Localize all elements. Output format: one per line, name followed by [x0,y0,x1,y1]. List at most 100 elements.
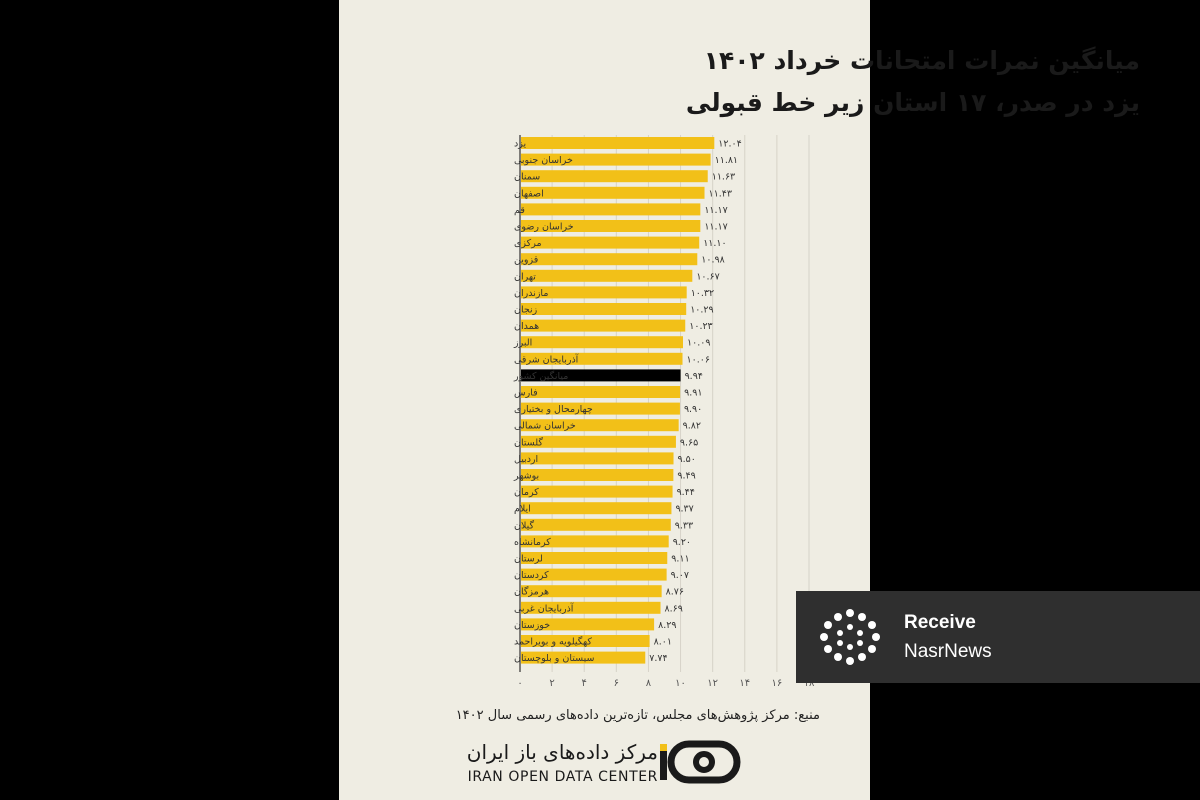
value-label: ۹.۵۰ [678,454,696,465]
bar [521,651,646,664]
category-label: فارس [514,388,538,399]
category-label: سیستان و بلوچستان [514,653,594,664]
bar [521,170,708,183]
value-label: ۹.۶۵ [680,437,698,448]
value-label: ۱۰.۲۹ [690,305,713,316]
value-label: ۱۱.۸۱ [715,155,738,166]
bar [521,502,672,515]
nasrnews-logo-icon [820,609,880,665]
category-label: مازندران [514,288,548,299]
value-label: ۱۰.۲۳ [689,321,712,332]
value-label: ۱۰.۰۹ [687,338,710,349]
category-label: قزوین [514,255,538,266]
category-label: کرمانشاه [514,537,551,548]
x-tick-label: ۱۲ [707,678,718,689]
nasrnews-badge: Receive NasrNews [796,591,1200,683]
x-tick-label: ۱۸ [804,678,815,689]
value-label: ۱۱.۶۳ [712,172,735,183]
value-label: ۸.۲۹ [658,620,676,631]
x-tick-label: ۱۴ [739,678,750,689]
value-label: ۹.۹۱ [684,388,702,399]
category-label: چهارمحال و بختیاری [514,404,593,415]
infographic-panel [339,0,870,800]
bar [521,485,673,498]
bar [521,419,679,432]
x-tick-label: ۱۰ [675,678,686,689]
category-label: کرمان [514,487,539,498]
x-tick-label: ۱۶ [772,678,783,689]
value-label: ۱۰.۹۸ [701,255,724,266]
value-label: ۱۱.۱۰ [703,238,726,249]
value-label: ۱۱.۱۷ [704,205,727,216]
bar [521,286,687,299]
value-label: ۹.۸۲ [683,421,701,432]
value-label: ۹.۹۴ [685,371,703,382]
bar [521,435,676,448]
value-label: ۱۰.۰۶ [687,354,710,365]
bar [521,303,687,315]
category-label: زنجان [514,305,538,316]
chart-title: میانگین نمرات امتحانات خرداد ۱۴۰۲ [703,46,1140,75]
bar [521,618,655,631]
bar [521,535,669,548]
category-label: آذربایجان غربی [514,601,574,614]
bar [521,220,701,232]
bar [521,336,684,349]
value-label: ۱۱.۴۳ [709,188,732,199]
value-label: ۹.۳۳ [675,520,693,531]
bar [521,518,671,531]
value-label: ۹.۴۴ [677,487,695,498]
category-label: مرکزی [514,238,542,249]
bar [521,568,667,581]
category-label: کردستان [514,570,549,581]
category-label: همدان [514,321,539,332]
value-label: ۸.۶۹ [665,603,683,614]
chart-subtitle: یزد در صدر، ۱۷ استان زیر خط قبولی [685,88,1140,117]
bar [521,352,683,365]
category-label: یزد [514,139,526,150]
category-label: خراسان جنوبی [514,155,573,166]
value-label: ۹.۱۱ [671,554,689,565]
category-label: اصفهان [514,188,544,199]
bar [521,319,686,332]
category-label: کهگیلویه و بویراحمد [514,636,592,648]
category-label: ایلام [514,504,531,515]
value-label: ۸.۷۶ [666,587,684,598]
bar [521,203,701,216]
value-label: ۸.۰۱ [654,637,672,648]
logo-name-en: IRAN OPEN DATA CENTER [467,769,658,785]
bar [521,452,674,465]
bar [521,402,680,415]
category-label: قم [514,205,525,216]
bar [521,469,674,481]
category-label: البرز [513,338,532,349]
bar [521,601,661,614]
category-label: گیلان [514,519,535,531]
category-label: اردبیل [514,454,538,465]
category-label: گلستان [514,436,543,448]
bar [521,186,705,199]
bar-chart: ۰ ۲ ۴ ۶ ۸ ۱۰ ۱۲ ۱۴ ۱۶ ۱۸ یزد ۱۲.۰۴ خراسان جنوبی ۱۱.۸۱… [513,135,815,689]
bar [521,153,711,166]
category-label: بوشهر [513,471,539,482]
value-label: ۹.۰۷ [671,570,689,581]
bar [521,585,662,598]
category-label: هرمزگان [514,586,549,598]
x-tick-label: ۲ [549,678,554,689]
category-label: تهران [514,271,536,282]
category-label: لرستان [514,554,543,565]
value-label: ۱۰.۶۷ [696,271,719,282]
x-tick-label: ۶ [614,678,619,689]
value-label: ۱۰.۳۲ [691,288,714,299]
category-label: خوزستان [514,620,550,631]
category-label: میانگین کشور [513,370,568,382]
bar [521,635,650,647]
badge-receive-text: Receive [904,612,976,633]
bar [521,137,715,149]
category-label: خراسان شمالی [514,421,576,432]
x-tick-label: ۰ [517,678,522,689]
iran-open-data-logo-icon [660,740,741,784]
x-tick-label: ۴ [582,678,587,689]
logo-name-fa: مرکز داده‌های باز ایران [466,740,658,764]
bar [521,386,681,398]
